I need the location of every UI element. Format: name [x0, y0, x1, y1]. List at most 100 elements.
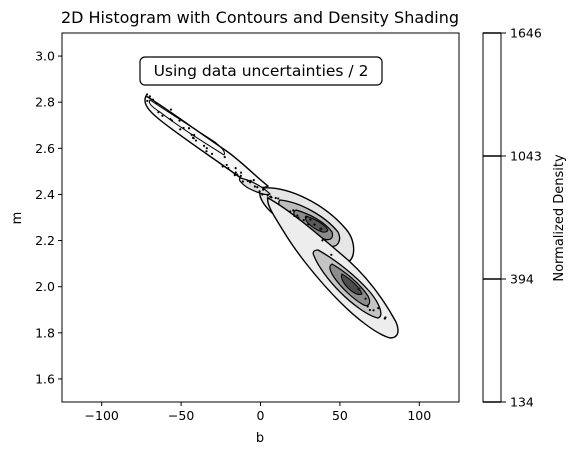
- sample-point: [262, 188, 265, 191]
- sample-point: [148, 95, 151, 98]
- sample-point: [289, 210, 292, 213]
- sample-point: [205, 147, 208, 150]
- annotation-text: Using data uncertainties / 2: [154, 62, 369, 80]
- sample-point: [304, 216, 307, 219]
- sample-point: [146, 99, 149, 103]
- sample-point: [256, 185, 259, 189]
- x-tick-label: 50: [332, 408, 348, 423]
- sample-point: [296, 214, 299, 217]
- sample-point: [202, 144, 206, 147]
- colorbar-tick-label: 1043: [510, 149, 542, 164]
- sample-point: [155, 102, 158, 105]
- sample-point: [236, 173, 239, 176]
- sample-point: [261, 193, 264, 196]
- density-peak: [357, 287, 361, 291]
- sample-point: [192, 137, 195, 140]
- sample-point: [313, 223, 316, 226]
- sample-point: [377, 306, 380, 310]
- chart-title: 2D Histogram with Contours and Density S…: [61, 8, 459, 27]
- sample-point: [368, 308, 371, 312]
- sample-point: [233, 174, 236, 177]
- sample-point: [193, 133, 196, 137]
- sample-point: [252, 179, 255, 182]
- y-tick-label: 3.0: [35, 49, 55, 64]
- colorbar-tick-label: 134: [510, 395, 534, 410]
- sample-point: [277, 197, 280, 200]
- sample-point: [366, 305, 369, 308]
- y-axis: 1.6 1.8 2.0 2.2 2.4 2.6 2.8 3.0: [35, 49, 62, 386]
- sample-point: [372, 309, 375, 312]
- sample-point: [178, 119, 181, 122]
- sample-point: [274, 196, 277, 200]
- x-axis-label: b: [256, 431, 264, 446]
- colorbar-ticks: 134 394 1043 1646: [483, 26, 542, 410]
- colorbar-label: Normalized Density: [552, 154, 567, 282]
- sample-point: [321, 239, 324, 242]
- sample-point: [194, 139, 198, 142]
- sample-point: [161, 114, 164, 117]
- plot-area: −100 −50 0 50 100 1.6 1.8 2.0 2.2 2.4 2.6 2.8 3.0 b…: [10, 32, 460, 446]
- sample-point: [169, 108, 173, 111]
- annotation-box: Using data uncertainties / 2: [139, 56, 383, 86]
- annotation-frame: [139, 56, 383, 86]
- sample-point: [266, 197, 269, 200]
- colorbar-frame: [482, 32, 502, 403]
- sample-point: [324, 238, 327, 241]
- sample-point: [307, 223, 310, 226]
- colorbar-tick-label: 394: [510, 272, 534, 287]
- y-tick-label: 2.4: [35, 187, 55, 202]
- y-tick-label: 2.2: [35, 233, 55, 248]
- density-peak: [319, 227, 323, 231]
- sample-point: [187, 127, 191, 130]
- sample-point: [249, 181, 252, 184]
- sample-point: [225, 163, 228, 167]
- sample-point: [151, 98, 155, 101]
- sample-point: [234, 171, 237, 174]
- y-axis-label: m: [10, 212, 25, 225]
- contour-blob-lower-core: [341, 273, 363, 295]
- sample-point: [234, 167, 237, 170]
- contour-upper-arm-inner: [148, 99, 225, 156]
- sample-point: [157, 111, 160, 114]
- x-tick-label: 0: [257, 408, 265, 423]
- sample-point: [309, 218, 312, 221]
- sample-point: [227, 166, 230, 170]
- sample-point: [330, 253, 333, 256]
- sample-point: [179, 128, 182, 131]
- sample-point: [182, 126, 185, 130]
- sample-point: [258, 190, 261, 193]
- x-tick-label: −50: [168, 408, 194, 423]
- sample-point: [170, 119, 173, 122]
- sample-point: [269, 195, 272, 198]
- density-layer: [144, 93, 399, 339]
- sample-point: [293, 214, 296, 218]
- colorbar-tick-label: 1646: [510, 26, 542, 41]
- y-tick-label: 1.8: [35, 325, 55, 340]
- y-tick-label: 1.6: [35, 371, 55, 386]
- scatter-points: [145, 93, 387, 320]
- plot-background: [62, 33, 459, 402]
- sample-point: [364, 297, 367, 300]
- y-tick-label: 2.0: [35, 279, 55, 294]
- y-tick-label: 2.8: [35, 95, 55, 110]
- sample-point: [239, 174, 242, 177]
- sample-point: [246, 179, 249, 183]
- sample-point: [223, 155, 226, 159]
- sample-point: [221, 165, 224, 168]
- sample-point: [383, 317, 386, 320]
- sample-point: [266, 194, 269, 197]
- sample-point: [240, 171, 243, 174]
- x-axis: −100 −50 0 50 100: [85, 402, 431, 423]
- sample-point: [205, 150, 208, 153]
- sample-point: [292, 209, 295, 212]
- sample-point: [169, 118, 172, 121]
- sample-point: [145, 93, 149, 96]
- sample-point: [253, 185, 256, 188]
- x-tick-label: −100: [85, 408, 119, 423]
- colorbar: 134 394 1043 1646 Normalized Density: [482, 26, 567, 410]
- sample-point: [210, 152, 214, 155]
- x-tick-label: 100: [407, 408, 431, 423]
- sample-point: [190, 133, 193, 136]
- sample-point: [297, 216, 300, 219]
